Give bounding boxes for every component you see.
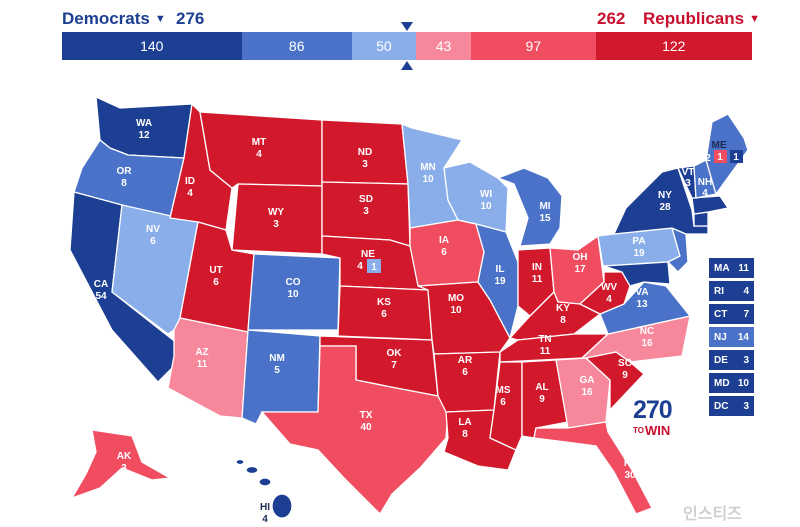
state-CO[interactable]	[247, 253, 341, 331]
state-ev-HI: 4	[262, 514, 268, 525]
tally-bar: 140 86 50 43 97 122	[62, 32, 752, 60]
state-MI[interactable]	[496, 167, 563, 247]
tally-segment-tilt-rep[interactable]: 43	[415, 32, 472, 60]
republicans-label: Republicans	[643, 9, 745, 28]
logo-to: TO	[633, 426, 644, 435]
state-FL[interactable]	[533, 421, 653, 515]
small-state-DC[interactable]: DC 3	[709, 396, 754, 416]
small-state-MA[interactable]: MA 11	[709, 258, 754, 278]
logo-win: WIN	[644, 423, 671, 438]
small-state-MD[interactable]: MD 10	[709, 373, 754, 393]
tally-segment-likely-dem[interactable]: 86	[241, 32, 352, 60]
small-state-RI[interactable]: RI 4	[709, 281, 754, 301]
tally-segment-lean-dem[interactable]: 50	[351, 32, 416, 60]
me-district-1-box[interactable]	[714, 150, 727, 163]
header: Democrats ▼ 276 262 Republicans ▼	[0, 0, 800, 32]
state-TX[interactable]	[260, 345, 449, 516]
small-states-list: MA 11 RI 4 CT 7 NJ 14 DE 3 MD 10 DC 3	[709, 258, 754, 419]
small-state-NJ[interactable]: NJ 14	[709, 327, 754, 347]
state-WY[interactable]	[231, 183, 323, 255]
state-KS[interactable]	[337, 285, 433, 341]
state-AR[interactable]	[433, 351, 501, 413]
democrats-dropdown[interactable]: Democrats ▼	[62, 9, 166, 29]
270-marker-top-icon	[401, 22, 413, 31]
state-AZ[interactable]	[167, 317, 249, 419]
me-district-2-box[interactable]	[730, 150, 743, 163]
tally-segment-likely-rep[interactable]: 97	[471, 32, 596, 60]
state-HI[interactable]	[235, 458, 293, 519]
chevron-down-icon: ▼	[154, 13, 166, 25]
state-IA[interactable]	[409, 219, 485, 287]
republicans-dropdown[interactable]: Republicans ▼	[643, 9, 760, 29]
state-ND[interactable]	[321, 119, 409, 185]
270towin-logo[interactable]: 270 TO WIN	[633, 396, 681, 439]
tally-segment-safe-dem[interactable]: 140	[62, 32, 242, 60]
small-state-CT[interactable]: CT 7	[709, 304, 754, 324]
democrats-label: Democrats	[62, 9, 150, 28]
logo-number: 270	[633, 396, 673, 424]
270-marker-bottom-icon	[401, 61, 413, 70]
state-MA[interactable]	[691, 195, 730, 215]
state-AK[interactable]	[70, 429, 173, 500]
democrats-total: 276	[176, 9, 205, 28]
tally-segment-safe-rep[interactable]: 122	[595, 32, 752, 60]
chevron-down-icon: ▼	[749, 13, 760, 25]
state-MT[interactable]	[199, 111, 323, 189]
state-NM[interactable]	[241, 329, 321, 425]
republicans-total: 262	[597, 9, 626, 28]
watermark: 인스티즈	[683, 506, 742, 523]
state-label-HI: HI	[260, 502, 270, 513]
ne-district-box[interactable]	[367, 259, 381, 273]
small-state-DE[interactable]: DE 3	[709, 350, 754, 370]
